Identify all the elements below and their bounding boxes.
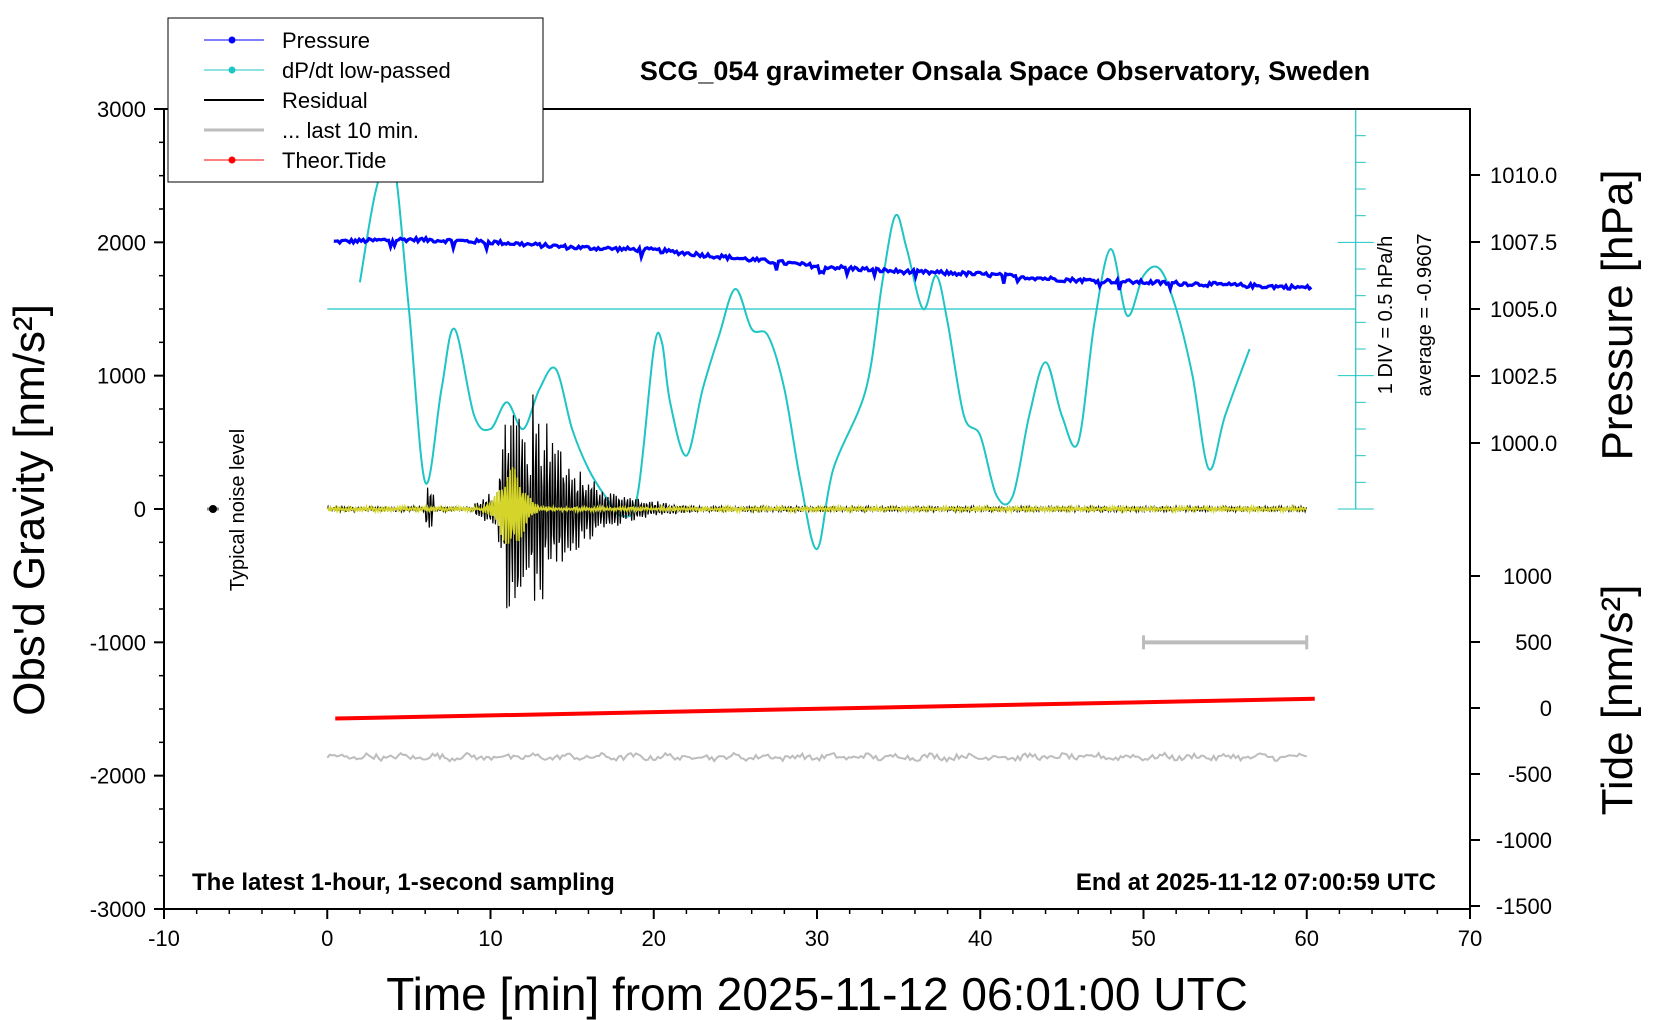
- x-tick-label: 10: [478, 926, 502, 951]
- series-filtered-line: [326, 466, 1308, 545]
- legend-marker-tide: [228, 156, 236, 164]
- bottom-left-note: The latest 1-hour, 1-second sampling: [192, 869, 615, 896]
- y-tick-label-left: 0: [134, 497, 146, 522]
- x-tick-label: 20: [642, 926, 666, 951]
- x-tick-label: 70: [1458, 926, 1482, 951]
- legend-entry-residual: Residual: [204, 88, 368, 113]
- tide-tick-label: 1000: [1503, 564, 1552, 589]
- x-tick-label: -10: [148, 926, 180, 951]
- legend-label-tide: Theor.Tide: [282, 148, 386, 173]
- legend-label-last10: ... last 10 min.: [282, 118, 419, 143]
- noise-label: Typical noise level: [227, 429, 249, 591]
- tide-tick-label: -1000: [1496, 828, 1552, 853]
- y-tick-label-left: 3000: [97, 97, 146, 122]
- pressure-tick-label: 1005.0: [1490, 297, 1557, 322]
- series-tide-line: [335, 696, 1315, 721]
- scale-note: 1 DIV = 0.5 hPa/h: [1375, 236, 1397, 394]
- legend-entry-pressure: Pressure: [204, 28, 370, 53]
- y-axis-title-tide: Tide [nm/s²]: [1593, 585, 1642, 816]
- series-pressure: [333, 234, 1313, 295]
- axis-layer: -10 0 10 20 30 40 50 60 70 3000 2000 1000 0 -1000 -200…: [90, 97, 1558, 951]
- y-tick-label-left: 1000: [97, 364, 146, 389]
- legend-label-residual: Residual: [282, 88, 368, 113]
- y-axis-title-pressure: Pressure [hPa]: [1593, 169, 1642, 460]
- x-tick-label: 30: [805, 926, 829, 951]
- y-tick-label-left: -2000: [90, 764, 146, 789]
- x-tick-label: 0: [321, 926, 333, 951]
- tide-tick-label: -500: [1508, 762, 1552, 787]
- chart-title: SCG_054 gravimeter Onsala Space Observat…: [640, 56, 1370, 86]
- y-tick-label-left: -3000: [90, 897, 146, 922]
- bottom-right-note: End at 2025-11-12 07:00:59 UTC: [1076, 869, 1436, 896]
- tide-tick-label: 500: [1515, 630, 1552, 655]
- legend-label-pressure: Pressure: [282, 28, 370, 53]
- y-tick-label-left: -1000: [90, 630, 146, 655]
- x-tick-label: 40: [968, 926, 992, 951]
- series-dpdt-line: [358, 148, 1251, 551]
- average-note: average = -0.9607: [1414, 234, 1436, 397]
- series-last10-line: [326, 751, 1307, 763]
- tide-tick-label: 0: [1540, 696, 1552, 721]
- legend-entry-last10: ... last 10 min.: [204, 118, 419, 143]
- tide-tick-label: -1500: [1496, 894, 1552, 919]
- last10-bar: [1142, 635, 1309, 650]
- legend-entry-tide: Theor.Tide: [204, 148, 386, 173]
- pressure-line: [333, 234, 1313, 295]
- legend-marker-pressure: [228, 36, 236, 44]
- pressure-tick-label: 1007.5: [1490, 230, 1557, 255]
- noise-point: [208, 505, 217, 513]
- x-tick-label: 50: [1131, 926, 1155, 951]
- pressure-tick-label: 1002.5: [1490, 364, 1557, 389]
- x-axis-title: Time [min] from 2025-11-12 06:01:00 UTC: [386, 968, 1248, 1020]
- x-tick-label: 60: [1295, 926, 1319, 951]
- legend-entry-dpdt: dP/dt low-passed: [204, 58, 451, 83]
- legend: Pressure dP/dt low-passed Residual ... l…: [167, 17, 544, 183]
- y-tick-label-left: 2000: [97, 230, 146, 255]
- y-axis-title-left: Obs'd Gravity [nm/s²]: [5, 304, 54, 716]
- series-layer: [206, 108, 1374, 763]
- legend-marker-dpdt: [228, 66, 236, 74]
- pressure-tick-label: 1000.0: [1490, 431, 1557, 456]
- series-residual-line: [326, 394, 1308, 609]
- legend-label-dpdt: dP/dt low-passed: [282, 58, 451, 83]
- pressure-tick-label: 1010.0: [1490, 163, 1557, 188]
